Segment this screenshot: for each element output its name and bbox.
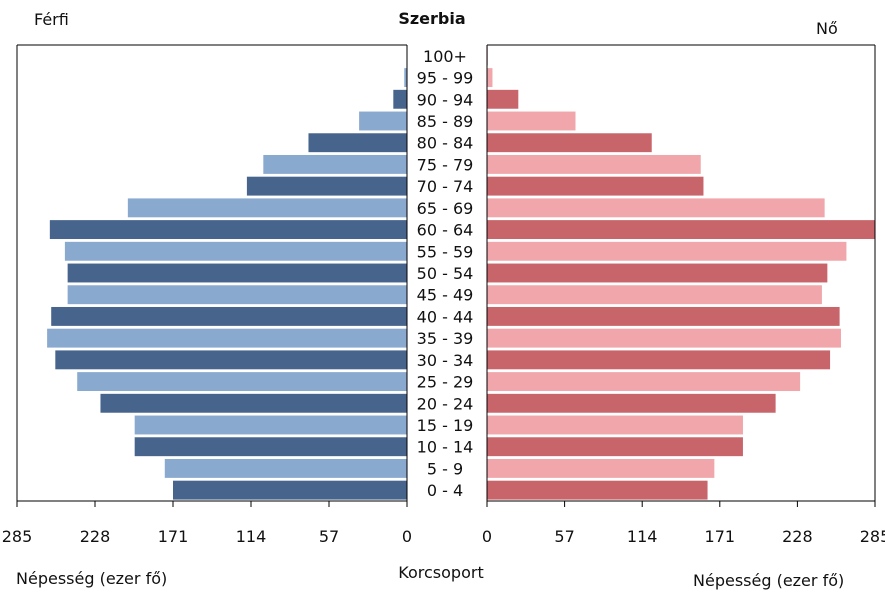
age-label: 5 - 9 (427, 459, 463, 478)
age-labels: 100+ 95 - 99 90 - 94 85 - 89 80 - 84 75 - 79 7… (417, 47, 474, 500)
female-bar-75-79 (487, 155, 701, 174)
age-label: 40 - 44 (417, 307, 474, 326)
male-bar-85-89 (359, 112, 407, 131)
female-bar-90-94 (487, 90, 518, 109)
age-label: 25 - 29 (417, 373, 474, 392)
male-bar-75-79 (263, 155, 407, 174)
age-label: 60 - 64 (417, 221, 474, 240)
male-bars (47, 46, 407, 499)
male-bar-45-49 (68, 285, 407, 304)
female-tick-label: 57 (554, 527, 574, 546)
age-label: 85 - 89 (417, 112, 474, 131)
age-label: 0 - 4 (427, 481, 463, 500)
male-bar-80-84 (308, 133, 407, 152)
male-bar-10-14 (135, 437, 407, 456)
male-bar-60-64 (50, 220, 407, 239)
female-bar-5-9 (487, 459, 714, 478)
female-bar-55-59 (487, 242, 846, 261)
female-bar-0-4 (487, 481, 708, 500)
female-bar-45-49 (487, 285, 822, 304)
male-tick-label: 285 (2, 527, 33, 546)
female-bar-65-69 (487, 198, 825, 217)
x-axis-label-right: Népesség (ezer fő) (693, 571, 844, 590)
female-tick-label: 228 (782, 527, 813, 546)
age-label: 30 - 34 (417, 351, 474, 370)
female-bar-85-89 (487, 112, 575, 131)
female-bar-15-19 (487, 416, 743, 435)
male-tick-label: 228 (80, 527, 111, 546)
male-bar-90-94 (393, 90, 407, 109)
chart-title: Szerbia (398, 9, 465, 28)
left-header: Férfi (34, 10, 69, 29)
female-bar-35-39 (487, 329, 841, 348)
female-bars (487, 46, 875, 499)
female-bar-50-54 (487, 264, 827, 283)
female-bar-40-44 (487, 307, 840, 326)
male-tick-label: 171 (158, 527, 189, 546)
male-bar-35-39 (47, 329, 407, 348)
male-bar-30-34 (55, 350, 407, 369)
age-label: 70 - 74 (417, 177, 474, 196)
male-bar-55-59 (65, 242, 407, 261)
age-label: 90 - 94 (417, 90, 474, 109)
female-bar-10-14 (487, 437, 743, 456)
age-label: 80 - 84 (417, 134, 474, 153)
age-label: 55 - 59 (417, 242, 474, 261)
male-bar-20-24 (100, 394, 407, 413)
male-tick-label: 0 (402, 527, 412, 546)
age-label: 100+ (423, 47, 467, 66)
age-label: 10 - 14 (417, 438, 474, 457)
age-label: 50 - 54 (417, 264, 474, 283)
male-bar-70-74 (247, 177, 407, 196)
female-bar-30-34 (487, 350, 830, 369)
female-tick-label: 171 (705, 527, 736, 546)
male-bar-0-4 (173, 481, 407, 500)
male-bar-25-29 (77, 372, 407, 391)
age-label: 45 - 49 (417, 286, 474, 305)
male-bar-15-19 (135, 416, 407, 435)
male-bar-5-9 (165, 459, 407, 478)
male-bar-65-69 (128, 198, 407, 217)
age-label: 15 - 19 (417, 416, 474, 435)
female-bar-60-64 (487, 220, 875, 239)
male-tick-label: 114 (236, 527, 267, 546)
female-tick-label: 114 (627, 527, 658, 546)
age-label: 65 - 69 (417, 199, 474, 218)
male-bar-50-54 (68, 264, 407, 283)
age-label: 20 - 24 (417, 394, 474, 413)
female-bar-70-74 (487, 177, 703, 196)
center-label: Korcsoport (398, 563, 483, 582)
right-header: Nő (816, 19, 838, 38)
female-bar-20-24 (487, 394, 776, 413)
female-bar-95-99 (487, 68, 492, 87)
age-label: 35 - 39 (417, 329, 474, 348)
female-bar-25-29 (487, 372, 800, 391)
male-bar-40-44 (51, 307, 407, 326)
x-axis-label-left: Népesség (ezer fő) (16, 569, 167, 588)
female-tick-label: 0 (482, 527, 492, 546)
female-tick-label: 285 (860, 527, 885, 546)
male-tick-label: 57 (319, 527, 339, 546)
female-bar-80-84 (487, 133, 652, 152)
age-label: 95 - 99 (417, 69, 474, 88)
age-label: 75 - 79 (417, 155, 474, 174)
